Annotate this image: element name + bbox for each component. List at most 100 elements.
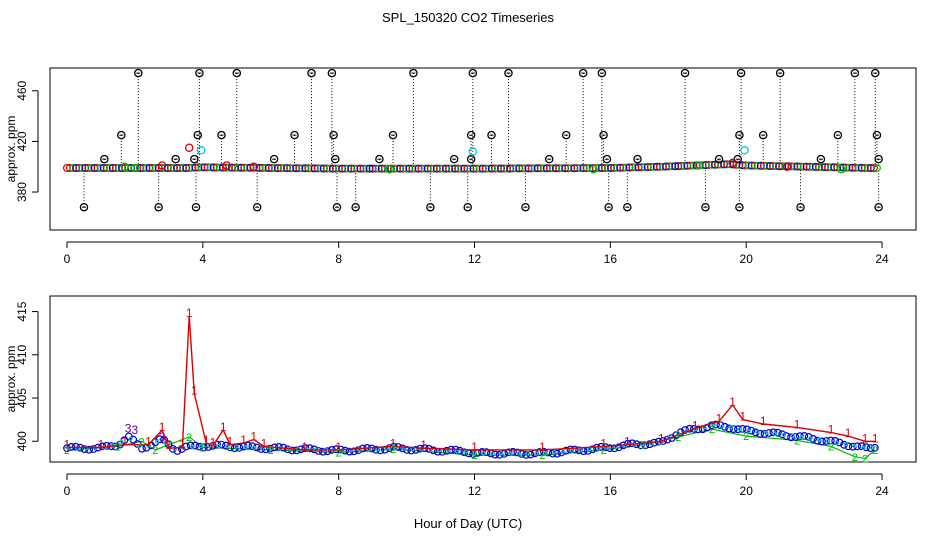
- top-baseline-point: [78, 164, 87, 173]
- top-outlier-point: [327, 68, 337, 78]
- bottom-green-label: 2: [200, 442, 206, 454]
- top-baseline-point: [475, 164, 484, 173]
- top-baseline-point: [365, 164, 374, 173]
- top-baseline-point: [176, 164, 185, 173]
- bottom-cyan-point: [234, 444, 239, 449]
- top-outlier-point: [597, 68, 607, 78]
- bottom-red-label: 1: [390, 436, 397, 450]
- bottom-cyan-point: [711, 423, 716, 428]
- top-baseline-point: [380, 164, 389, 173]
- top-outlier-point: [599, 130, 608, 140]
- top-y-tick-label: 380: [15, 182, 29, 202]
- bottom-red-label: 1: [872, 431, 879, 445]
- top-baseline-point: [200, 163, 209, 172]
- top-baseline-point: [460, 164, 469, 173]
- bottom-red-label: 1: [828, 423, 835, 437]
- top-baseline-point: [87, 164, 96, 173]
- bottom-blue-point: [743, 425, 751, 434]
- top-baseline-point: [84, 164, 93, 173]
- top-outlier-point: [758, 130, 768, 140]
- top-baseline-point: [286, 164, 295, 173]
- bottom-blue-point: [716, 421, 725, 430]
- top-outlier-point: [850, 68, 860, 78]
- top-outlier-point: [623, 202, 632, 212]
- bottom-green-label: 2: [675, 432, 681, 444]
- top-baseline-point: [105, 164, 114, 173]
- top-baseline-point: [857, 163, 866, 172]
- top-baseline-point: [619, 163, 628, 172]
- bottom-cyan-point: [852, 444, 857, 449]
- top-baseline-point: [420, 164, 429, 173]
- bottom-cyan-point: [764, 430, 769, 435]
- top-baseline-point: [390, 164, 399, 173]
- top-outlier-point: [409, 68, 418, 78]
- top-baseline-point: [640, 163, 649, 172]
- bottom-green-label: 2: [471, 450, 477, 462]
- bottom-red-label: 1: [64, 437, 71, 451]
- bottom-purple-label: 3: [159, 430, 166, 444]
- top-baseline-point: [478, 164, 487, 173]
- top-baseline-point: [96, 164, 105, 173]
- top-baseline-point: [787, 162, 796, 171]
- top-baseline-point: [490, 164, 499, 173]
- bottom-green-label: 2: [872, 445, 878, 457]
- top-baseline-point: [408, 164, 417, 173]
- top-baseline-point: [570, 164, 579, 173]
- top-baseline-point: [197, 163, 206, 172]
- bottom-cyan-point: [746, 429, 751, 434]
- top-baseline-point: [316, 164, 325, 173]
- top-x-tick-label: 4: [199, 252, 206, 266]
- top-baseline-point: [539, 164, 548, 173]
- top-baseline-point: [738, 161, 747, 170]
- top-baseline-point: [655, 162, 664, 171]
- top-baseline-point: [258, 163, 267, 172]
- top-baseline-point: [466, 164, 475, 173]
- top-baseline-point: [145, 164, 154, 173]
- top-x-tick-label: 16: [604, 252, 618, 266]
- top-baseline-point: [454, 164, 463, 173]
- top-baseline-point: [872, 164, 881, 173]
- top-baseline-point: [756, 161, 765, 170]
- top-outlier-point: [290, 130, 299, 140]
- bottom-blue-point: [765, 429, 773, 437]
- top-baseline-point: [533, 164, 542, 173]
- bottom-red-label: 1: [335, 440, 342, 454]
- top-baseline-point: [402, 164, 411, 173]
- top-baseline-point: [658, 162, 667, 171]
- top-outlier-point: [561, 130, 571, 140]
- top-outlier-point: [190, 154, 199, 164]
- top-baseline-point: [820, 163, 829, 172]
- top-y-axis: 380 420 460: [15, 80, 39, 202]
- bottom-x-label: Hour of Day (UTC): [414, 516, 522, 531]
- bottom-blue-point: [694, 425, 703, 434]
- top-baseline-point: [680, 161, 689, 170]
- top-green-points: [120, 162, 129, 171]
- top-outlier-point: [680, 68, 690, 78]
- top-y-label: approx. ppm: [4, 116, 18, 183]
- top-baseline-point: [191, 163, 200, 172]
- top-baseline-point: [536, 164, 545, 173]
- top-x-tick-label: 0: [64, 252, 71, 266]
- top-baseline-point: [668, 162, 677, 171]
- top-baseline-point: [237, 163, 246, 172]
- bottom-blue-point: [738, 425, 747, 433]
- top-baseline-point: [267, 164, 276, 173]
- bottom-x-tick-label: 24: [875, 484, 889, 498]
- top-outlier-point: [307, 68, 316, 78]
- bottom-red-label: 1: [845, 426, 852, 440]
- bottom-red-line: [67, 315, 876, 451]
- top-baseline-point: [521, 164, 530, 173]
- top-outlier-point: [714, 154, 724, 164]
- bottom-red-label: 1: [240, 433, 247, 447]
- top-baseline-point: [179, 164, 188, 173]
- top-outlier-point: [232, 68, 242, 78]
- bottom-blue-point: [429, 446, 438, 455]
- top-outlier-point: [426, 202, 435, 212]
- top-outlier-point: [332, 202, 342, 212]
- top-baseline-point: [698, 161, 707, 170]
- top-outlier-point: [736, 68, 746, 78]
- bottom-blue-point: [323, 447, 332, 456]
- top-baseline-point: [442, 164, 451, 173]
- top-baseline-point: [606, 164, 615, 173]
- top-outlier-point: [544, 154, 554, 164]
